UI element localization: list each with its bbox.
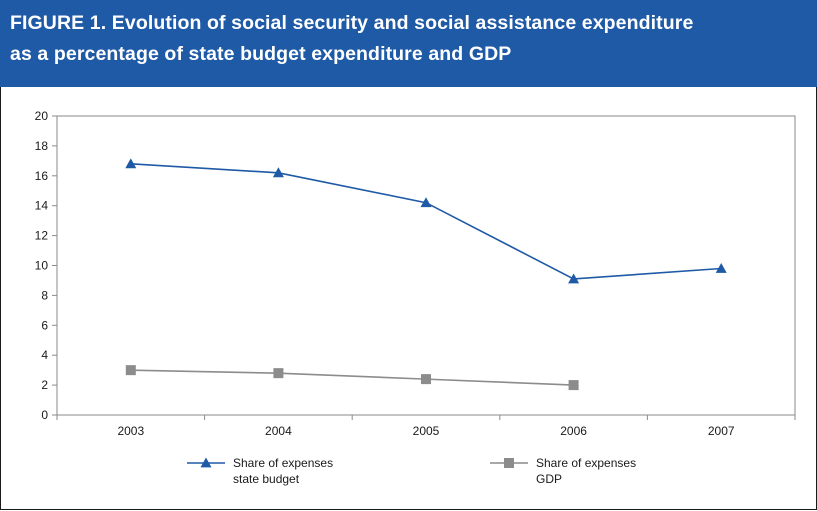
series-line-state-budget [130,163,722,280]
series-line-gdp [130,369,574,386]
y-tick-label: 2 [41,378,48,392]
figure-title-line-1: FIGURE 1. Evolution of social security a… [10,12,694,34]
y-tick-label: 8 [41,288,48,302]
y-tick-label: 0 [41,408,48,422]
data-point-gdp [568,380,579,391]
data-point-state-budget [715,262,727,273]
chart-series [125,158,727,391]
data-point-gdp [421,374,431,385]
figure-title-line-2: as a percentage of state budget expendit… [10,43,512,65]
y-tick-label: 12 [35,229,49,243]
line-chart: 0 2 4 6 8 10 12 14 16 18 20 2003 2004 2005 2006 2007 S… [35,109,796,486]
y-tick-label: 6 [41,318,48,332]
y-axis-ticks: 0 2 4 6 8 10 12 14 16 18 20 [35,109,57,422]
x-tick-label: 2005 [413,424,440,438]
legend-marker-state-budget [200,457,212,468]
legend-label-gdp: Share of expenses [536,456,636,470]
data-point-state-budget [568,273,580,284]
legend-label-state-budget: Share of expenses [233,456,333,470]
x-tick-label: 2007 [708,424,735,438]
x-tick-label: 2004 [265,424,292,438]
data-point-state-budget [420,197,432,208]
legend-marker-gdp [504,458,514,468]
y-tick-label: 16 [35,169,49,183]
data-point-gdp [273,368,284,379]
x-tick-label: 2006 [560,424,587,438]
y-tick-label: 18 [35,139,49,153]
y-tick-label: 14 [35,199,49,213]
legend-label-gdp: GDP [536,472,562,486]
data-point-state-budget [272,167,284,178]
legend-label-state-budget: state budget [233,472,300,486]
figure-header: FIGURE 1. Evolution of social security a… [0,0,817,87]
y-tick-label: 20 [35,109,49,123]
chart-legend: Share of expenses state budget Share of ex… [187,456,636,486]
y-tick-label: 10 [35,259,49,273]
x-tick-label: 2003 [117,424,144,438]
data-point-state-budget [125,158,137,169]
y-tick-label: 4 [41,348,48,362]
x-axis-ticks: 2003 2004 2005 2006 2007 [56,415,796,438]
data-point-gdp [125,365,136,376]
